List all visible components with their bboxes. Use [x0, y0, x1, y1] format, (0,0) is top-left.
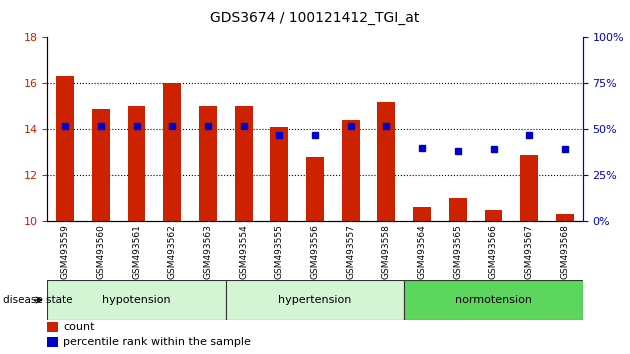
Text: percentile rank within the sample: percentile rank within the sample	[63, 337, 251, 347]
Text: GSM493560: GSM493560	[96, 224, 105, 279]
Text: GSM493564: GSM493564	[418, 224, 427, 279]
Bar	[47, 280, 226, 320]
Text: disease state: disease state	[3, 295, 72, 305]
Bar	[520, 154, 538, 221]
Bar	[341, 120, 360, 221]
Bar	[92, 108, 110, 221]
Text: hypotension: hypotension	[102, 295, 171, 305]
Text: hypertension: hypertension	[278, 295, 352, 305]
Bar	[413, 207, 431, 221]
Bar	[163, 83, 181, 221]
Text: GSM493559: GSM493559	[60, 224, 69, 279]
Bar	[56, 76, 74, 221]
Bar	[199, 106, 217, 221]
Text: GSM493566: GSM493566	[489, 224, 498, 279]
Bar	[234, 106, 253, 221]
Bar	[47, 337, 58, 347]
Text: GSM493563: GSM493563	[203, 224, 212, 279]
Text: GSM493568: GSM493568	[561, 224, 570, 279]
Text: GSM493554: GSM493554	[239, 224, 248, 279]
Bar	[270, 127, 289, 221]
Text: GSM493565: GSM493565	[454, 224, 462, 279]
Bar	[47, 322, 58, 332]
Bar	[306, 157, 324, 221]
Bar	[226, 280, 404, 320]
Bar	[449, 198, 467, 221]
Text: count: count	[63, 322, 94, 332]
Text: GSM493567: GSM493567	[525, 224, 534, 279]
Text: GSM493558: GSM493558	[382, 224, 391, 279]
Bar	[484, 210, 503, 221]
Text: GSM493555: GSM493555	[275, 224, 284, 279]
Bar	[404, 280, 583, 320]
Text: GSM493561: GSM493561	[132, 224, 141, 279]
Bar	[556, 214, 574, 221]
Text: GSM493562: GSM493562	[168, 224, 176, 279]
Bar	[127, 106, 146, 221]
Text: GSM493556: GSM493556	[311, 224, 319, 279]
Text: GSM493557: GSM493557	[346, 224, 355, 279]
Text: normotension: normotension	[455, 295, 532, 305]
Bar	[377, 102, 396, 221]
Text: GDS3674 / 100121412_TGI_at: GDS3674 / 100121412_TGI_at	[210, 11, 420, 25]
